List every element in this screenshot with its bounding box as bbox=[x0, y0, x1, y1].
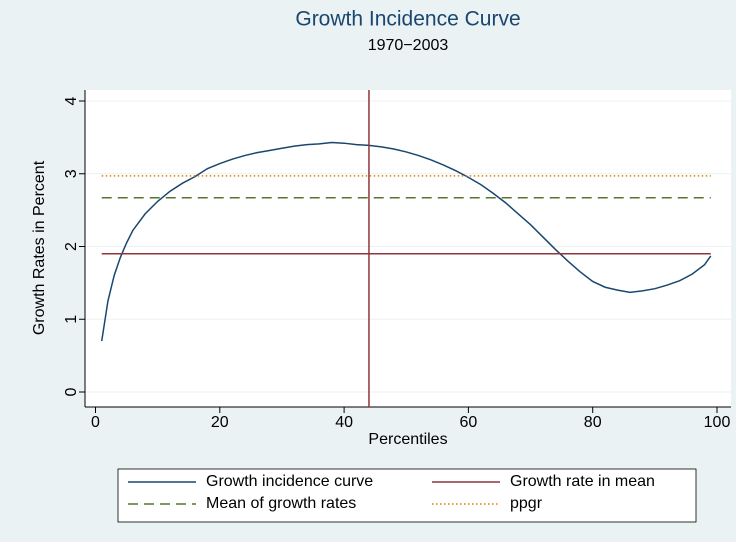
x-tick-label: 0 bbox=[91, 414, 100, 431]
x-axis-label: Percentiles bbox=[368, 431, 447, 448]
legend-label: Mean of growth rates bbox=[206, 495, 356, 512]
plot-area bbox=[85, 90, 731, 407]
chart-title: Growth Incidence Curve bbox=[295, 8, 520, 31]
y-axis-label: Growth Rates in Percent bbox=[31, 160, 48, 335]
legend-label: Growth rate in mean bbox=[510, 473, 655, 490]
y-tick-label: 2 bbox=[63, 242, 80, 251]
x-tick-label: 40 bbox=[335, 414, 353, 431]
chart-subtitle: 1970−2003 bbox=[368, 37, 449, 54]
x-tick-label: 20 bbox=[211, 414, 229, 431]
series-line bbox=[100, 141, 712, 342]
legend-label: Growth incidence curve bbox=[206, 473, 373, 490]
x-tick-label: 60 bbox=[460, 414, 478, 431]
y-tick-label: 4 bbox=[63, 96, 80, 105]
y-tick-label: 0 bbox=[63, 387, 80, 396]
y-tick-label: 3 bbox=[63, 169, 80, 178]
x-tick-label: 80 bbox=[584, 414, 602, 431]
x-tick-label: 100 bbox=[704, 414, 731, 431]
legend bbox=[117, 468, 697, 523]
y-tick-label: 1 bbox=[63, 315, 80, 324]
legend-label: ppgr bbox=[510, 495, 543, 512]
